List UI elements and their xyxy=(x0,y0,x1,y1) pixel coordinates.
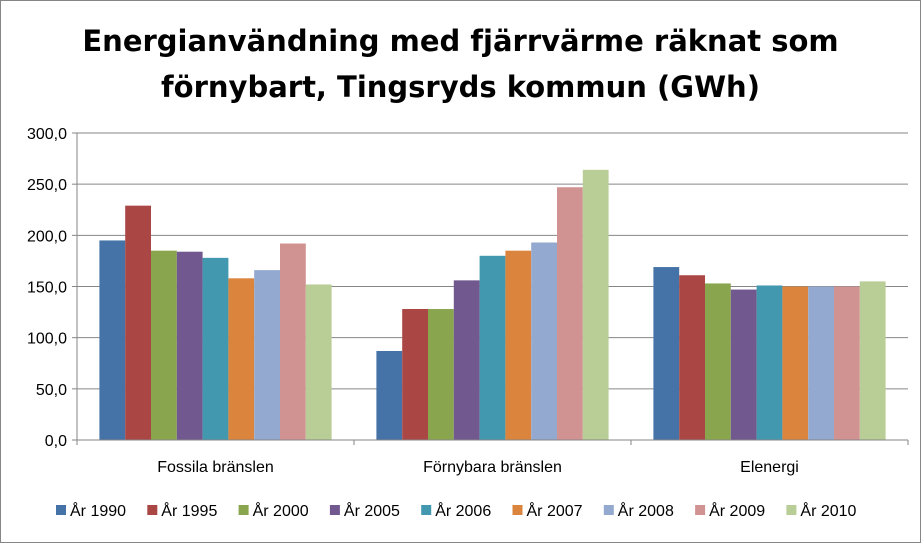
bar xyxy=(99,240,126,440)
legend-label: År 2009 xyxy=(709,501,765,520)
bar xyxy=(479,255,506,440)
bar xyxy=(202,257,229,440)
category-label: Fossila bränslen xyxy=(157,459,274,476)
bar xyxy=(376,350,403,440)
y-tick-label: 300,0 xyxy=(27,126,67,143)
bar xyxy=(453,280,480,440)
bar xyxy=(582,169,609,440)
legend-label: År 2005 xyxy=(344,501,400,520)
bar xyxy=(228,278,255,440)
y-tick-label: 100,0 xyxy=(27,331,67,348)
legend-label: År 1995 xyxy=(161,501,217,520)
bar xyxy=(730,289,757,440)
y-tick-label: 50,0 xyxy=(36,382,67,399)
legend-swatch xyxy=(786,505,797,515)
legend-swatch xyxy=(329,505,340,515)
legend: År 1990 År 1995 År 2000 År 2005 År 2006 År 20… xyxy=(56,501,857,520)
legend-label: År 1990 xyxy=(70,501,126,520)
bar xyxy=(254,270,280,440)
bar xyxy=(756,285,783,440)
bar xyxy=(428,309,454,440)
bar xyxy=(505,250,532,440)
axes xyxy=(72,132,909,445)
legend-label: År 2000 xyxy=(253,501,309,520)
bar xyxy=(557,187,583,440)
legend-swatch xyxy=(603,505,614,515)
legend-swatch xyxy=(512,505,523,515)
bars xyxy=(99,169,886,440)
category-label: Elenergi xyxy=(740,459,799,476)
legend-label: År 2008 xyxy=(618,501,674,520)
bar xyxy=(705,283,731,440)
category-labels: Fossila bränslen Förnybara bränslen Elener… xyxy=(157,459,799,476)
legend-swatch xyxy=(421,505,432,515)
bar xyxy=(679,275,705,440)
bar xyxy=(280,243,306,440)
y-tick-label: 150,0 xyxy=(27,280,67,297)
bar xyxy=(859,281,886,440)
bar xyxy=(402,309,428,440)
bar xyxy=(125,205,151,440)
legend-label: År 2006 xyxy=(435,501,491,520)
category-label: Förnybara bränslen xyxy=(423,459,562,476)
chart-title: Energianvändning med fjärrvärme räknat s… xyxy=(0,18,921,110)
legend-label: År 2010 xyxy=(800,501,856,520)
bar xyxy=(782,286,809,440)
chart-title-line2: förnybart, Tingsryds kommun (GWh) xyxy=(161,70,760,104)
chart-title-line1: Energianvändning med fjärrvärme räknat s… xyxy=(82,24,839,58)
legend-swatch xyxy=(695,505,706,515)
bar xyxy=(653,267,680,440)
bar xyxy=(305,284,332,440)
legend-swatch xyxy=(147,505,158,515)
bar xyxy=(151,250,177,440)
y-tick-label: 0,0 xyxy=(45,433,67,450)
bar xyxy=(808,286,834,440)
legend-swatch xyxy=(238,505,249,515)
bar xyxy=(531,242,557,440)
y-tick-labels: 0,0 50,0 100,0 150,0 200,0 250,0 300,0 xyxy=(27,126,67,450)
y-tick-label: 250,0 xyxy=(27,177,67,194)
bar xyxy=(834,286,860,440)
bar xyxy=(176,251,203,440)
legend-label: År 2007 xyxy=(527,501,583,520)
y-tick-label: 200,0 xyxy=(27,228,67,245)
legend-swatch xyxy=(56,505,66,515)
